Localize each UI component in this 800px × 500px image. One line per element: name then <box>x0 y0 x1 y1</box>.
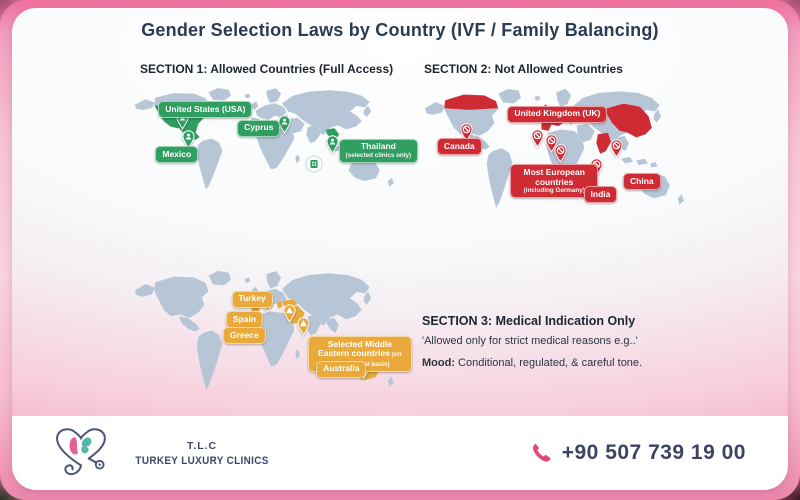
clinic-brand: T.L.C TURKEY LUXURY CLINICS <box>46 424 276 482</box>
country-label-subtext: (selected clinics only) <box>345 151 412 159</box>
country-label-text: Turkey <box>238 293 266 304</box>
footer-bar: T.L.C TURKEY LUXURY CLINICS +90 507 739 … <box>12 416 788 490</box>
prohibited-pin-icon <box>459 123 474 143</box>
country-label: Australia <box>316 360 367 378</box>
country-label-text: India <box>590 188 611 199</box>
country-label: Spain <box>225 311 264 329</box>
prohibited-pin-icon <box>544 133 559 153</box>
prohibited-pin-icon <box>530 129 545 149</box>
country-label-text: Mexico <box>162 148 192 159</box>
allowed-pin-icon <box>277 115 292 134</box>
country-label-text: Greece <box>230 329 259 340</box>
country-label: United Kingdom (UK) <box>507 105 608 123</box>
country-label: United States (USA) <box>158 101 253 119</box>
prohibited-pin-icon <box>609 139 624 159</box>
brand-abbr: T.L.C <box>187 439 218 452</box>
country-label: China <box>623 173 661 190</box>
page-title: Gender Selection Laws by Country (IVF / … <box>141 20 659 40</box>
phone-icon <box>532 443 551 462</box>
country-label: Turkey <box>231 290 273 308</box>
world-map-allowed: United States (USA) Cyprus Mexico Thailand(… <box>130 84 419 208</box>
country-label-text: Selected Middle Eastern countries <box>318 338 392 359</box>
allowed-pin-icon <box>325 135 340 154</box>
country-label: Thailand (selected clinics only) <box>338 138 419 163</box>
mood-text: Conditional, regulated, & careful tone. <box>454 357 643 369</box>
section3-block: SECTION 3: Medical Indication Only 'Allo… <box>422 314 732 369</box>
country-label-text: United Kingdom (UK) <box>514 108 601 119</box>
country-label-text: China <box>630 175 654 186</box>
section2-header: SECTION 2: Not Allowed Countries <box>424 62 623 76</box>
heart-stethoscope-logo-icon <box>56 428 106 476</box>
country-label: Canada <box>436 138 482 155</box>
country-label: Mexico <box>155 146 199 163</box>
highlight-canada <box>443 94 499 111</box>
section3-header: SECTION 3: Medical Indication Only <box>422 314 636 328</box>
section3-quote: 'Allowed only for strict medical reasons… <box>422 335 638 347</box>
section3-mood: Mood: Conditional, regulated, & careful … <box>422 357 732 369</box>
country-label-text: Australia <box>323 363 360 374</box>
allowed-pin-icon <box>181 130 196 149</box>
brand-text: T.L.C TURKEY LUXURY CLINICS <box>128 440 276 467</box>
country-label: India <box>583 186 618 203</box>
prohibited-pin-icon <box>553 144 568 163</box>
world-map-medical-only: Turkey Spain Greece Selected Middle Eastern… <box>130 266 412 412</box>
country-label: Greece <box>223 327 266 345</box>
warning-pin-icon <box>296 317 311 337</box>
country-label-text: Cyprus <box>244 122 274 133</box>
phone-number: +90 507 739 19 00 <box>561 441 746 464</box>
country-label-text: Spain <box>232 313 257 324</box>
world-map-not-allowed: Canada United Kingdom (UK) Most European c… <box>420 84 702 230</box>
country-label-text: Thailand <box>360 141 396 152</box>
mood-label: Mood: <box>422 357 455 369</box>
country-label-text: Most European countries <box>523 166 585 187</box>
phone-contact: +90 507 739 19 00 <box>530 441 746 465</box>
country-label-text: Canada <box>443 140 475 151</box>
country-label-subtext: (including Germany) <box>523 187 585 195</box>
clinic-badge-icon <box>305 155 323 173</box>
section1-header: SECTION 1: Allowed Countries (Full Acces… <box>140 62 394 76</box>
country-label: Cyprus <box>237 119 281 137</box>
infographic-card: Gender Selection Laws by Country (IVF / … <box>12 8 788 490</box>
brand-name: TURKEY LUXURY CLINICS <box>135 454 269 467</box>
country-label-text: United States (USA) <box>165 103 246 114</box>
warning-pin-icon <box>282 304 297 323</box>
